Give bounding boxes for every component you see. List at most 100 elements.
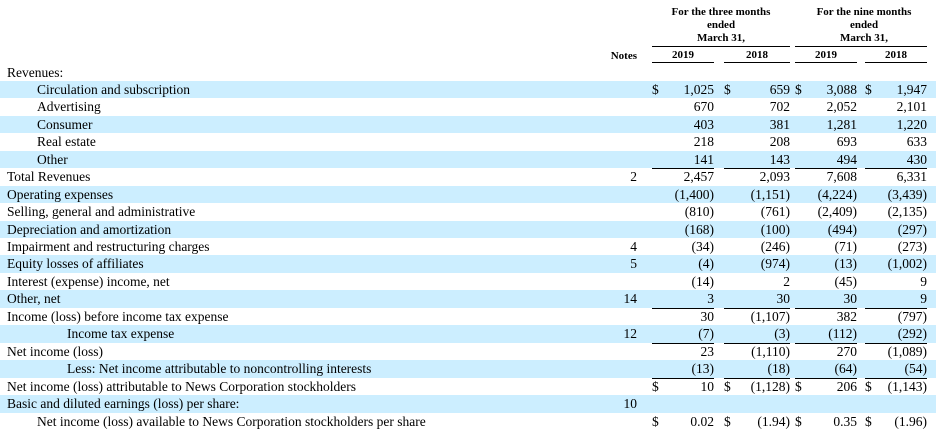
value-cell: (45) [795,273,858,291]
value-cell: (64) [795,360,857,379]
value-cell: (810) [652,203,714,221]
value-cell: 382 [795,308,857,326]
dollar-sign: $ [795,413,802,429]
cell-value: 208 [769,134,790,150]
value-cell: 143 [724,151,790,170]
row-label: Other, net [7,291,61,307]
cell-value: 2,457 [683,169,714,185]
notes-header: Notes [610,50,637,62]
value-cell: $0.35 [795,413,857,431]
row-label: Operating expenses [7,186,114,202]
note-ref: 4 [630,239,637,254]
cell-value: (7) [698,326,714,342]
cell-value: (71) [834,239,858,254]
cell-value: 10 [700,378,715,394]
dollar-sign: $ [724,378,731,394]
dollar-sign: $ [865,413,872,429]
cell-value: (2,409) [817,204,857,220]
value-cell: (14) [652,273,715,291]
cell-value: 494 [836,151,857,167]
three-months-header-line1: For the three months [671,6,771,18]
dollar-sign: $ [724,413,731,429]
nine-months-header-line2: ended [849,19,879,31]
row-circulation-and-subscription: Circulation and subscription $1,025 $659 $3… [0,80,936,99]
value-cell: (54) [865,360,927,379]
cell-value: (168) [684,221,714,237]
value-cell: (494) [795,221,857,239]
row-label: Net income (loss) [7,343,103,359]
value-cell [795,395,857,413]
row-total-revenues: Total Revenues 2 2,457 2,093 7,608 6,331 [0,168,936,186]
cell-value: (4,224) [817,186,857,202]
row-label: Revenues: [7,64,64,80]
cell-value: (45) [834,273,858,289]
row-label: Net income (loss) attributable to News C… [7,378,357,394]
value-cell: (2,135) [865,203,927,221]
cell-value: 30 [776,291,791,307]
row-label: Advertising [37,99,101,115]
cell-value: (13) [834,256,858,272]
value-cell: 693 [795,133,857,151]
cell-value: (1,107) [750,308,790,324]
value-cell [724,395,790,413]
value-cell: (71) [795,238,858,256]
value-cell: 494 [795,151,857,170]
value-cell: 633 [865,133,927,151]
value-cell [865,395,927,413]
value-cell: (761) [724,203,790,221]
cell-value: 403 [693,116,714,132]
cell-value: 3,088 [826,81,857,97]
cell-value: (1,151) [750,186,790,202]
cell-value: 1,947 [896,81,927,97]
note-ref: 12 [623,326,638,342]
cell-value: (4) [698,256,714,272]
cell-value: 1,025 [683,81,714,97]
cell-value: (292) [897,326,927,342]
cell-value: 206 [836,378,857,394]
cell-value: (112) [828,326,857,342]
value-cell: 2,457 [652,168,714,186]
value-cell [652,395,714,413]
cell-value: (18) [767,361,791,377]
cell-value: 0.02 [690,413,714,429]
cell-value: 143 [769,151,790,167]
nine-months-header: For the nine months ended March 31, [795,6,933,45]
value-cell: (246) [724,238,790,256]
value-cell [652,64,714,82]
year-rule [865,62,927,63]
value-cell: (18) [724,360,790,379]
cell-value: 0.35 [833,413,857,429]
year-header-9m-2018: 2018 [885,49,907,61]
cell-value: (14) [691,273,715,289]
value-cell: 2 [724,273,790,291]
cell-value: 2,052 [826,99,857,115]
cell-value: 1,220 [896,116,927,132]
value-cell: (974) [724,255,790,273]
dollar-sign: $ [652,378,659,394]
row-basic-and-diluted-earnings-loss-per-share: Basic and diluted earnings (loss) per sh… [0,395,936,413]
value-cell: (297) [865,221,927,239]
cell-value: (273) [897,239,927,254]
row-label: Circulation and subscription [37,81,190,97]
cell-value: 1,281 [826,116,857,132]
cell-value: 30 [700,308,715,324]
row-net-income-loss-available-to-news-corporation-stockholders-per-share: Net income (loss) available to News Corp… [0,413,936,431]
value-cell: (4,224) [795,186,857,204]
value-cell: $ (1.96) [865,413,927,431]
row-label: Equity losses of affiliates [7,256,144,272]
row-depreciation-and-amortization: Depreciation and amortization (168) (100) (… [0,220,936,239]
three-months-header: For the three months ended March 31, [652,6,790,45]
cell-value: (1,002) [887,256,927,272]
cell-value: (1,400) [674,186,714,202]
cell-value: (1,110) [751,343,790,359]
cell-value: (1.94) [757,413,790,429]
value-cell [865,64,927,82]
row-revenues: Revenues: [0,64,936,82]
row-label: Depreciation and amortization [7,221,172,237]
cell-value: (797) [897,308,927,324]
value-cell: 30 [652,308,715,326]
row-advertising: Advertising 670 702 2,052 2,101 [0,98,936,116]
row-label: Income (loss) before income tax expense [7,308,229,324]
value-cell: (3) [724,325,790,344]
